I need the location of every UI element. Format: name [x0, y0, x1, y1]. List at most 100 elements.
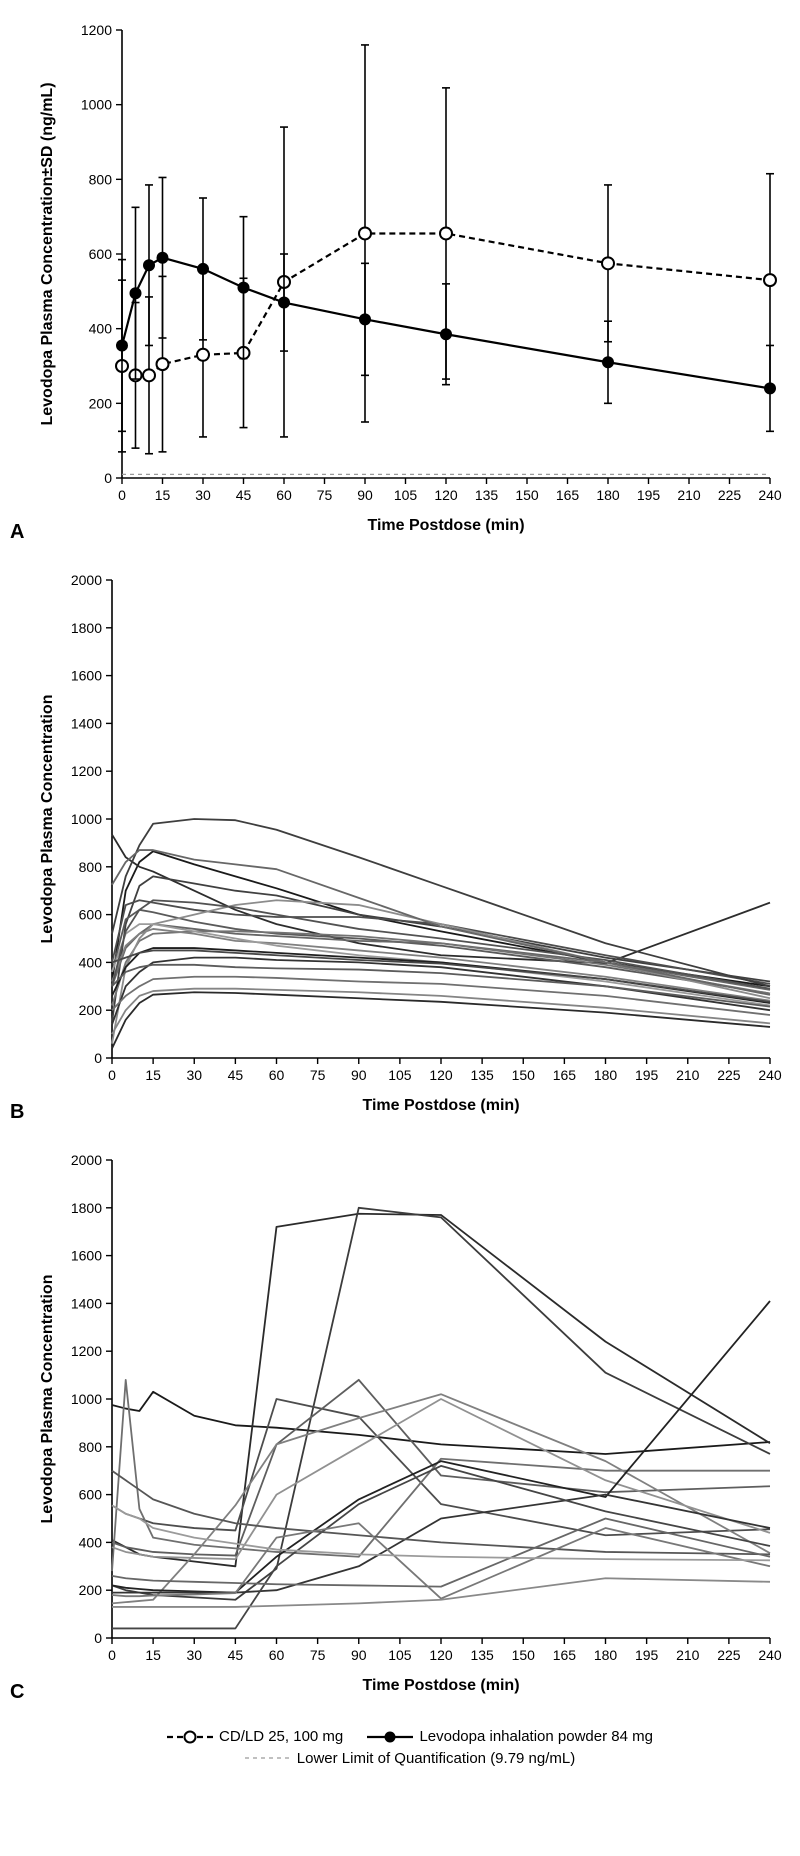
svg-text:1400: 1400 [71, 715, 102, 731]
chart-a-svg: 0153045607590105120135150165180195210225… [30, 10, 790, 540]
svg-text:600: 600 [79, 907, 103, 923]
panel-label-c: C [10, 1681, 24, 1704]
svg-text:1000: 1000 [71, 811, 102, 827]
svg-text:Levodopa Plasma Concentration: Levodopa Plasma Concentration [39, 1275, 56, 1524]
svg-text:225: 225 [717, 1067, 741, 1083]
svg-text:30: 30 [195, 487, 211, 503]
chart-b-svg: 0153045607590105120135150165180195210225… [30, 560, 790, 1120]
svg-text:1200: 1200 [71, 1343, 102, 1359]
svg-text:1600: 1600 [71, 668, 102, 684]
legend-label-cdld: CD/LD 25, 100 mg [219, 1728, 343, 1745]
svg-text:180: 180 [594, 1067, 618, 1083]
svg-text:15: 15 [145, 1067, 161, 1083]
svg-text:195: 195 [637, 487, 661, 503]
svg-text:225: 225 [718, 487, 742, 503]
svg-text:0: 0 [94, 1630, 102, 1646]
svg-text:75: 75 [310, 1647, 326, 1663]
svg-text:Time Postdose (min): Time Postdose (min) [362, 1097, 519, 1114]
svg-text:1000: 1000 [81, 97, 112, 113]
svg-text:1600: 1600 [71, 1248, 102, 1264]
panel-b: 0153045607590105120135150165180195210225… [10, 560, 800, 1120]
svg-text:60: 60 [269, 1067, 285, 1083]
svg-text:90: 90 [357, 487, 373, 503]
svg-text:105: 105 [394, 487, 418, 503]
svg-text:210: 210 [677, 487, 701, 503]
svg-text:195: 195 [635, 1647, 659, 1663]
svg-text:60: 60 [276, 487, 292, 503]
svg-text:30: 30 [186, 1647, 202, 1663]
svg-text:150: 150 [512, 1647, 536, 1663]
svg-text:800: 800 [79, 1439, 103, 1455]
svg-text:120: 120 [429, 1647, 453, 1663]
svg-text:165: 165 [553, 1647, 577, 1663]
svg-text:800: 800 [79, 859, 103, 875]
svg-text:600: 600 [79, 1487, 103, 1503]
svg-text:400: 400 [79, 954, 103, 970]
svg-text:1800: 1800 [71, 1200, 102, 1216]
svg-text:240: 240 [758, 1067, 782, 1083]
svg-text:195: 195 [635, 1067, 659, 1083]
svg-text:210: 210 [676, 1647, 700, 1663]
svg-text:200: 200 [79, 1002, 103, 1018]
legend-item-cdld: CD/LD 25, 100 mg [167, 1728, 343, 1745]
svg-text:200: 200 [89, 395, 113, 411]
svg-text:75: 75 [317, 487, 333, 503]
svg-text:120: 120 [429, 1067, 453, 1083]
svg-text:240: 240 [758, 487, 782, 503]
panel-label-b: B [10, 1101, 24, 1124]
svg-text:210: 210 [676, 1067, 700, 1083]
svg-text:600: 600 [89, 246, 113, 262]
legend-label-loq: Lower Limit of Quantification (9.79 ng/m… [297, 1750, 575, 1767]
svg-text:Levodopa Plasma Concentration±: Levodopa Plasma Concentration±SD (ng/mL) [39, 82, 56, 425]
svg-text:200: 200 [79, 1582, 103, 1598]
svg-text:1800: 1800 [71, 620, 102, 636]
svg-text:75: 75 [310, 1067, 326, 1083]
svg-text:Levodopa Plasma Concentration: Levodopa Plasma Concentration [39, 695, 56, 944]
legend-swatch-loq [245, 1751, 291, 1765]
svg-text:0: 0 [94, 1050, 102, 1066]
panel-a: 0153045607590105120135150165180195210225… [10, 10, 800, 540]
legend-swatch-cdld [167, 1730, 213, 1744]
svg-text:165: 165 [553, 1067, 577, 1083]
svg-text:150: 150 [515, 487, 539, 503]
svg-text:30: 30 [186, 1067, 202, 1083]
svg-text:1400: 1400 [71, 1295, 102, 1311]
svg-text:400: 400 [79, 1534, 103, 1550]
svg-text:45: 45 [228, 1647, 244, 1663]
svg-text:800: 800 [89, 171, 113, 187]
svg-text:1200: 1200 [71, 763, 102, 779]
svg-text:165: 165 [556, 487, 580, 503]
svg-text:15: 15 [155, 487, 171, 503]
legend-label-inhaled: Levodopa inhalation powder 84 mg [419, 1728, 653, 1745]
chart-c-svg: 0153045607590105120135150165180195210225… [30, 1140, 790, 1700]
svg-text:1000: 1000 [71, 1391, 102, 1407]
svg-text:1200: 1200 [81, 22, 112, 38]
legend-swatch-inhaled [367, 1730, 413, 1744]
svg-text:0: 0 [108, 1067, 116, 1083]
svg-text:135: 135 [470, 1067, 494, 1083]
svg-text:135: 135 [470, 1647, 494, 1663]
svg-text:45: 45 [228, 1067, 244, 1083]
svg-text:180: 180 [594, 1647, 618, 1663]
svg-text:2000: 2000 [71, 1152, 102, 1168]
svg-text:400: 400 [89, 321, 113, 337]
svg-text:2000: 2000 [71, 572, 102, 588]
svg-text:105: 105 [388, 1067, 412, 1083]
svg-text:180: 180 [596, 487, 620, 503]
svg-text:Time Postdose (min): Time Postdose (min) [362, 1677, 519, 1694]
svg-text:45: 45 [236, 487, 252, 503]
svg-text:240: 240 [758, 1647, 782, 1663]
svg-text:90: 90 [351, 1067, 367, 1083]
svg-text:0: 0 [108, 1647, 116, 1663]
legend-item-inhaled: Levodopa inhalation powder 84 mg [367, 1728, 653, 1745]
legend: CD/LD 25, 100 mg Levodopa inhalation pow… [10, 1720, 800, 1775]
legend-item-loq: Lower Limit of Quantification (9.79 ng/m… [245, 1750, 575, 1767]
svg-text:90: 90 [351, 1647, 367, 1663]
svg-text:0: 0 [118, 487, 126, 503]
svg-text:105: 105 [388, 1647, 412, 1663]
svg-text:60: 60 [269, 1647, 285, 1663]
svg-text:Time Postdose (min): Time Postdose (min) [367, 517, 524, 534]
panel-label-a: A [10, 521, 24, 544]
svg-text:120: 120 [434, 487, 458, 503]
svg-text:15: 15 [145, 1647, 161, 1663]
